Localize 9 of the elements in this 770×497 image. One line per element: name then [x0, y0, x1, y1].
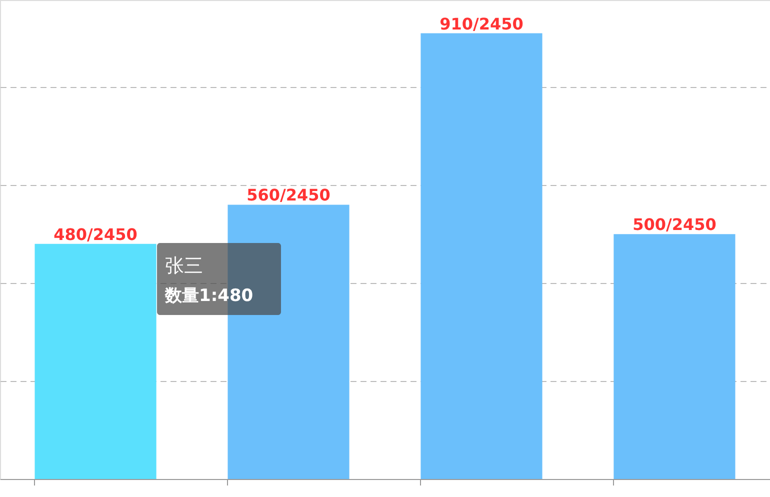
bar	[420, 33, 542, 479]
data-label: 480/2450	[54, 224, 138, 244]
bar	[34, 244, 156, 479]
data-label: 910/2450	[440, 14, 524, 34]
annotation: 张三	[165, 255, 203, 277]
annotation: 数量1:480	[164, 286, 254, 306]
data-label: 500/2450	[632, 215, 716, 234]
bar	[614, 234, 736, 479]
data-label: 560/2450	[246, 186, 330, 205]
